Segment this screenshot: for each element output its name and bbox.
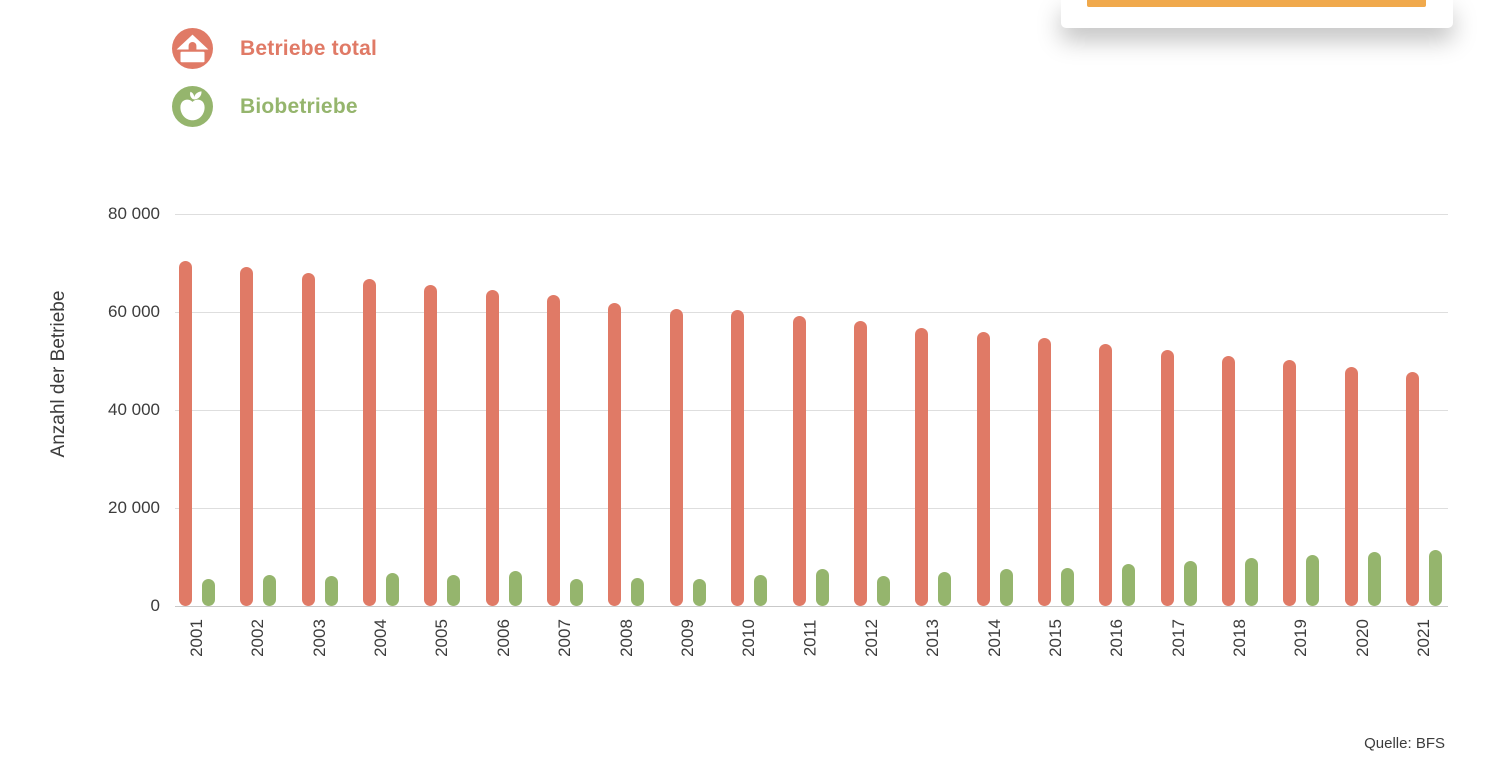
x-tick-label-2012: 2012 [861, 619, 881, 657]
y-tick-label: 0 [150, 596, 160, 615]
bar-bio-2009 [692, 578, 706, 606]
bar-bio-2014 [999, 569, 1013, 606]
x-tick-label-2021: 2021 [1413, 619, 1433, 657]
y-tick-label: 60 000 [108, 302, 160, 321]
bar-bio-2011 [815, 569, 829, 606]
y-tick-label: 20 000 [108, 498, 160, 517]
bar-total-2015 [1037, 338, 1051, 606]
gridline-40000 [175, 410, 1448, 411]
bar-total-2016 [1099, 344, 1113, 606]
bar-total-2021 [1406, 372, 1419, 606]
bar-total-2012 [853, 320, 867, 606]
bar-total-2004 [363, 279, 377, 606]
x-tick-label-2014: 2014 [984, 619, 1004, 657]
x-tick-label-2018: 2018 [1229, 619, 1249, 657]
bar-total-2009 [669, 308, 683, 606]
bar-total-2008 [608, 303, 622, 606]
gridline-80000 [175, 214, 1448, 215]
bar-bio-2017 [1183, 560, 1197, 606]
bar-total-2005 [424, 284, 438, 606]
bar-bio-2002 [263, 575, 277, 606]
bar-bio-2013 [938, 571, 952, 606]
bar-total-2013 [915, 327, 929, 606]
bar-total-2010 [731, 309, 745, 606]
bar-bio-2018 [1244, 558, 1258, 606]
x-tick-label-2007: 2007 [555, 619, 575, 657]
bar-bio-2015 [1060, 568, 1074, 606]
x-tick-label-2016: 2016 [1107, 619, 1127, 657]
bar-bio-2003 [324, 576, 338, 606]
bar-bio-2016 [1122, 564, 1136, 606]
x-tick-label-2006: 2006 [493, 619, 513, 657]
x-tick-label-2004: 2004 [371, 619, 391, 657]
legend-label-biobetriebe: Biobetriebe [240, 94, 358, 118]
bar-total-2006 [485, 290, 499, 606]
gridline-0 [175, 606, 1448, 607]
x-tick-label-2019: 2019 [1291, 619, 1311, 657]
bar-bio-2010 [754, 575, 768, 606]
x-tick-label-2005: 2005 [432, 619, 452, 657]
x-tick-label-2013: 2013 [923, 619, 943, 657]
card-accent-bar [1087, 0, 1426, 7]
x-tick-label-2002: 2002 [248, 619, 268, 657]
bar-bio-2008 [631, 577, 645, 606]
x-tick-label-2001: 2001 [186, 619, 206, 657]
gridline-60000 [175, 312, 1448, 313]
bar-total-2014 [976, 331, 990, 606]
bar-total-2019 [1283, 360, 1297, 606]
bar-bio-2006 [508, 571, 522, 606]
bar-bio-2005 [447, 574, 461, 606]
y-tick-label: 80 000 [108, 204, 160, 223]
y-tick-label: 40 000 [108, 400, 160, 419]
bar-total-2011 [792, 316, 806, 606]
legend: Betriebe total Biobetriebe [172, 28, 377, 127]
bar-total-2007 [547, 295, 561, 606]
bar-bio-2020 [1367, 551, 1381, 606]
x-tick-label-2010: 2010 [739, 619, 759, 657]
legend-item-biobetriebe: Biobetriebe [172, 86, 377, 127]
bar-bio-2021 [1429, 549, 1442, 606]
x-tick-label-2011: 2011 [800, 619, 820, 657]
legend-item-betriebe-total: Betriebe total [172, 28, 377, 69]
bar-bio-2007 [570, 579, 584, 606]
bar-bio-2012 [876, 576, 890, 606]
bar-bio-2004 [386, 573, 400, 606]
bar-total-2001 [179, 260, 192, 606]
source-note: Quelle: BFS [1364, 735, 1445, 752]
bar-total-2018 [1221, 356, 1235, 606]
x-tick-label-2017: 2017 [1168, 619, 1188, 657]
bar-total-2003 [301, 273, 315, 606]
bar-bio-2001 [202, 578, 215, 606]
bar-total-2002 [240, 267, 254, 606]
bar-total-2017 [1160, 349, 1174, 606]
x-tick-label-2008: 2008 [616, 619, 636, 657]
house-icon [172, 28, 213, 69]
bar-bio-2019 [1306, 555, 1320, 606]
gridline-20000 [175, 508, 1448, 509]
bar-total-2020 [1344, 366, 1358, 606]
x-tick-label-2009: 2009 [677, 619, 697, 657]
x-tick-label-2015: 2015 [1045, 619, 1065, 657]
partial-card [1061, 0, 1453, 28]
x-tick-label-2003: 2003 [309, 619, 329, 657]
legend-label-betriebe-total: Betriebe total [240, 36, 377, 60]
apple-icon [172, 86, 213, 127]
x-tick-label-2020: 2020 [1352, 619, 1372, 657]
